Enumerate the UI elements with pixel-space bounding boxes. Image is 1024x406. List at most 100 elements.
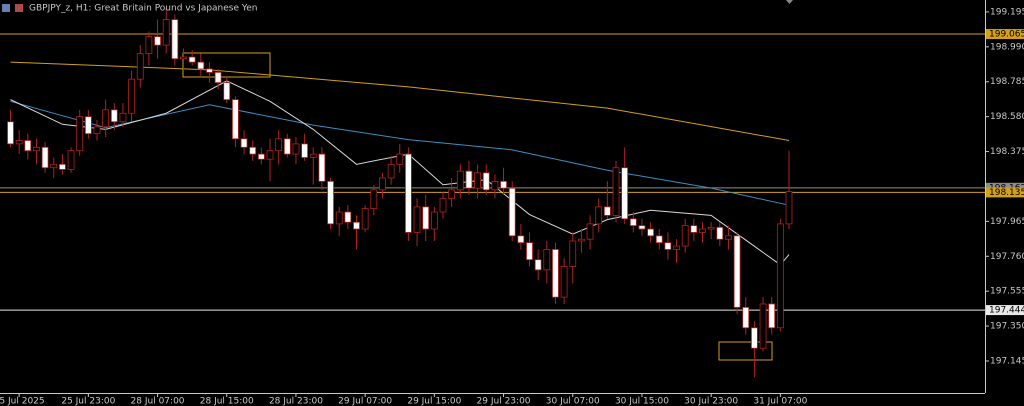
candle-body	[67, 150, 75, 170]
candle-body	[136, 53, 144, 80]
y-tick-label: 198.580	[990, 112, 1024, 122]
candle-body	[404, 153, 412, 233]
candle-body	[361, 208, 369, 230]
candle-body	[223, 82, 231, 101]
candle-body	[664, 242, 672, 250]
x-tick-label: 29 Jul 23:00	[477, 397, 531, 406]
candle-body	[560, 266, 568, 298]
candle-body	[292, 143, 300, 155]
y-tick-label: 198.990	[990, 42, 1024, 52]
candle-body	[465, 170, 473, 189]
candle-body	[379, 177, 386, 191]
candle-body	[301, 143, 309, 158]
candle-body	[318, 153, 326, 182]
candle-body	[655, 235, 663, 244]
candle-body	[41, 146, 49, 169]
candle-body	[491, 180, 499, 191]
candle-body	[370, 189, 378, 209]
candle-body	[413, 206, 421, 233]
candle-body	[180, 56, 187, 60]
icon	[15, 4, 23, 12]
candle-body	[110, 109, 118, 123]
candle-body	[751, 327, 758, 349]
x-tick-label: 25 Jul 2025	[0, 397, 45, 406]
candle-body	[396, 153, 404, 165]
candle-body	[517, 235, 525, 244]
candle-body	[638, 225, 646, 230]
moving-average	[10, 80, 790, 266]
price-level-tag	[986, 305, 1024, 316]
x-tick-label: 28 Jul 15:00	[200, 397, 254, 406]
candle-body	[59, 163, 66, 170]
y-tick-label: 197.555	[990, 287, 1024, 297]
candle-body	[716, 226, 724, 240]
candle-body	[430, 211, 438, 230]
annotation-box	[718, 341, 773, 361]
candle-body	[456, 170, 464, 191]
x-tick-label: 25 Jul 23:00	[61, 397, 115, 406]
price-level-label: 198.135	[989, 188, 1024, 198]
candle-body	[309, 153, 317, 158]
candle-body	[543, 249, 551, 271]
candle-body	[474, 172, 482, 189]
candle-body	[526, 242, 533, 261]
candle-body	[569, 240, 577, 267]
candle-body	[742, 306, 750, 329]
candle-body	[552, 249, 559, 298]
candle-body	[776, 223, 784, 329]
candle-body	[275, 138, 283, 152]
candle-body	[647, 228, 654, 237]
candle-body	[707, 226, 715, 230]
x-tick-label: 29 Jul 15:00	[407, 397, 461, 406]
candle-body	[482, 172, 490, 191]
candle-body	[353, 221, 360, 230]
candle-body	[344, 211, 352, 223]
x-tick-label: 30 Jul 23:00	[684, 397, 738, 406]
candle-body	[283, 138, 291, 155]
x-tick-label: 31 Jul 07:00	[753, 397, 807, 406]
x-tick-label: 28 Jul 07:00	[131, 397, 185, 406]
candle-body	[785, 191, 793, 225]
candle-body	[84, 116, 92, 135]
x-tick-label: 28 Jul 23:00	[269, 397, 323, 406]
x-tick-label: 30 Jul 15:00	[615, 397, 669, 406]
candle-body	[119, 112, 127, 123]
price-level-tag	[986, 29, 1024, 40]
candle-body	[603, 206, 611, 216]
moving-average	[10, 61, 790, 141]
candle-body	[162, 19, 170, 46]
candle-body	[733, 235, 741, 308]
x-tick-label: 29 Jul 07:00	[338, 397, 392, 406]
candle-body	[690, 225, 698, 233]
candle-body	[171, 19, 179, 60]
candle-body	[231, 99, 239, 140]
candle-body	[76, 116, 84, 152]
plot-area	[0, 7, 985, 378]
candle-body	[128, 78, 136, 114]
candle-body	[249, 146, 257, 155]
candle-body	[768, 303, 776, 329]
candle-body	[387, 163, 395, 179]
candle-body	[586, 223, 594, 240]
candle-body	[448, 189, 456, 199]
candle-body	[422, 206, 430, 230]
y-tick-label: 197.145	[990, 356, 1024, 366]
chart-title: GBPJPY_z, H1: Great Britain Pound vs Jap…	[29, 4, 257, 14]
candle-body	[188, 56, 196, 63]
y-tick-label: 197.965	[990, 217, 1024, 227]
candle-body	[534, 259, 542, 271]
candle-body	[15, 140, 23, 145]
price-level-label: 197.444	[989, 306, 1024, 316]
candle-body	[154, 36, 161, 46]
candle-body	[240, 138, 248, 148]
candle-body	[335, 211, 343, 225]
candle-body	[500, 180, 507, 189]
candle-body	[257, 153, 265, 160]
candle-body	[612, 167, 620, 216]
price-level-tag	[986, 187, 1024, 198]
candle-body	[439, 197, 447, 213]
candle-body	[33, 146, 40, 152]
y-tick-label: 197.350	[990, 322, 1024, 332]
y-tick-label: 198.375	[990, 147, 1024, 157]
